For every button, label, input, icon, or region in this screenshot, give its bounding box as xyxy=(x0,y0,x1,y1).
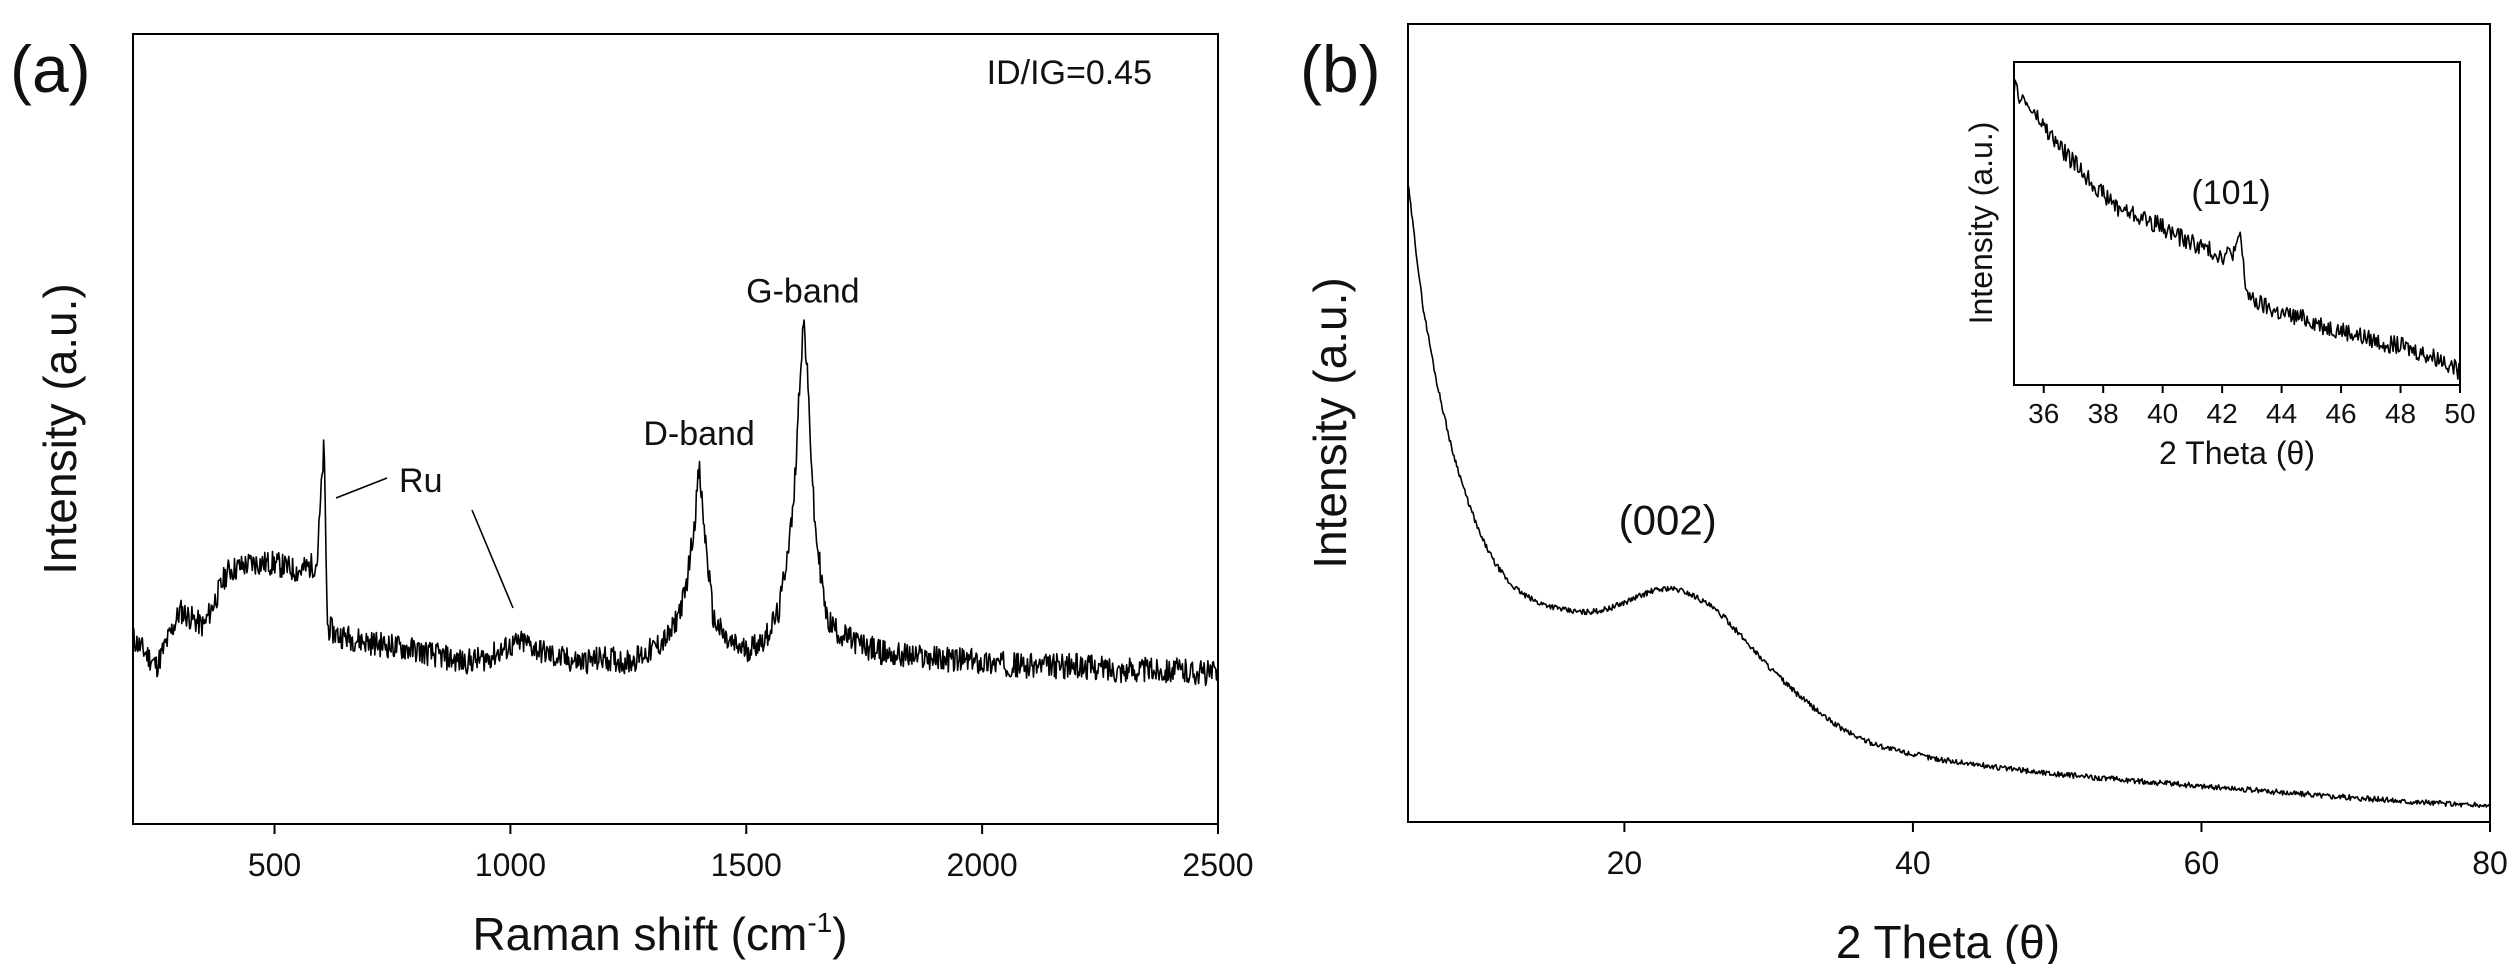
annotation-dband: D-band xyxy=(643,415,755,453)
x-tick-label: 50 xyxy=(2444,398,2475,429)
x-tick-label: 38 xyxy=(2088,398,2119,429)
x-tick-label: 80 xyxy=(2472,845,2508,881)
x-tick-label: 1500 xyxy=(711,847,782,883)
inset-series-line xyxy=(2013,79,2461,380)
raman-x-label-main: Raman shift (cm xyxy=(472,908,807,960)
xrd-series-line xyxy=(1407,184,2491,808)
xrd-chart: 20 40 60 80 (002) 2 Theta (θ) Intensity (a.… xyxy=(1304,23,2508,964)
xrd-y-axis-label: Intensity (a.u.) xyxy=(1304,277,1356,568)
xrd-annotations: (002) xyxy=(1619,497,1717,544)
raman-x-ticks: 500 1000 1500 2000 2500 xyxy=(248,824,1254,883)
xrd-x-axis-label: 2 Theta (θ) xyxy=(1836,916,2060,964)
x-tick-label: 60 xyxy=(2184,845,2220,881)
x-tick-label: 20 xyxy=(1607,845,1643,881)
raman-x-label-superscript: -1 xyxy=(807,907,832,938)
raman-chart: 500 1000 1500 2000 2500 ID/IG=0.45 Ru D-band G… xyxy=(34,33,1254,960)
inset-annotations: (101) xyxy=(2191,174,2270,212)
inset-y-axis-label: Intensity (a.u.) xyxy=(1963,122,1999,325)
ru-leader-line-2 xyxy=(471,509,514,609)
annotation-002: (002) xyxy=(1619,497,1717,544)
panel-label-a: (a) xyxy=(10,32,91,106)
raman-series-line xyxy=(132,319,1219,687)
x-tick-label: 1000 xyxy=(475,847,546,883)
x-tick-label: 500 xyxy=(248,847,301,883)
ru-leader-line-1 xyxy=(335,477,388,499)
panel-label-b: (b) xyxy=(1300,32,1381,106)
x-tick-label: 48 xyxy=(2385,398,2416,429)
inset-background xyxy=(2014,62,2460,385)
x-tick-label: 40 xyxy=(2147,398,2178,429)
raman-y-axis-label: Intensity (a.u.) xyxy=(34,283,86,574)
x-tick-label: 2000 xyxy=(947,847,1018,883)
raman-annotations: Ru D-band G-band xyxy=(399,273,860,501)
annotation-gband: G-band xyxy=(746,273,859,311)
xrd-plot-frame xyxy=(1407,23,2491,823)
annotation-101: (101) xyxy=(2191,174,2270,212)
inset-plot-frame xyxy=(2013,61,2461,386)
x-tick-label: 2500 xyxy=(1182,847,1253,883)
x-tick-label: 42 xyxy=(2207,398,2238,429)
x-tick-label: 46 xyxy=(2325,398,2356,429)
inset-x-ticks: 36 38 40 42 44 46 48 50 xyxy=(2028,385,2476,429)
raman-x-label-close: ) xyxy=(832,908,847,960)
x-tick-label: 36 xyxy=(2028,398,2059,429)
raman-x-axis-label: Raman shift (cm-1) xyxy=(472,907,847,960)
x-tick-label: 44 xyxy=(2266,398,2297,429)
id-ig-ratio-label: ID/IG=0.45 xyxy=(987,54,1152,92)
raman-plot-frame xyxy=(132,33,1219,825)
inset-x-axis-label: 2 Theta (θ) xyxy=(2159,435,2315,471)
xrd-inset-chart: 36 38 40 42 44 46 48 50 (101) 2 Theta (θ) Inten… xyxy=(1963,61,2476,471)
x-tick-label: 40 xyxy=(1895,845,1931,881)
annotation-ru: Ru xyxy=(399,462,442,500)
xrd-x-ticks: 20 40 60 80 xyxy=(1607,822,2508,881)
